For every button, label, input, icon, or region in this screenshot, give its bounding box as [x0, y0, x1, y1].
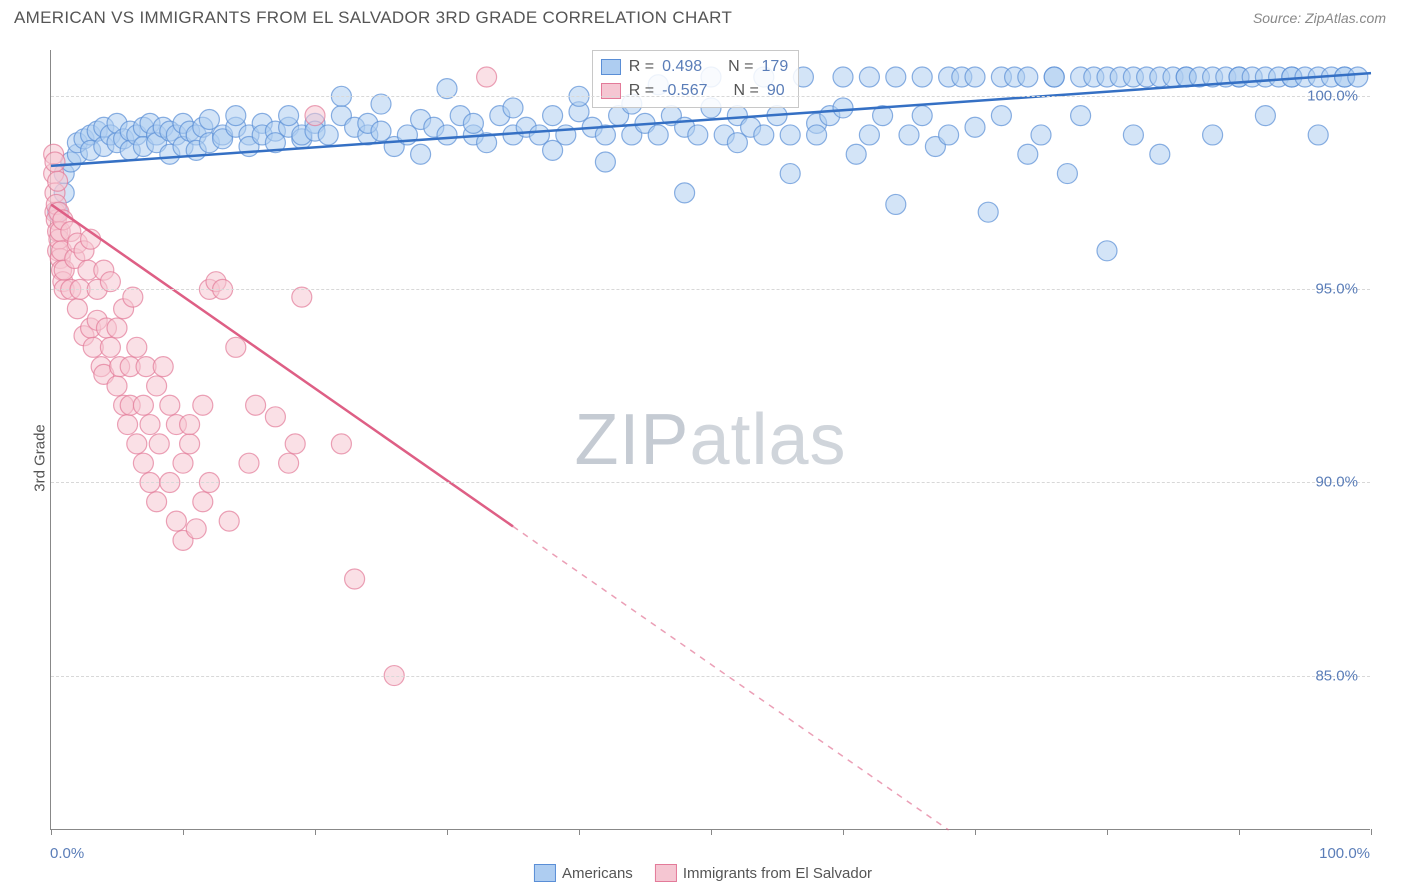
legend-swatch-americans — [534, 864, 556, 882]
stats-row-americans: R = 0.498 N = 179 — [601, 55, 788, 79]
stats-n-label-2: N = — [734, 79, 759, 103]
legend-item-americans: Americans — [534, 864, 633, 882]
stats-r-label-2: R = — [629, 79, 654, 103]
legend-item-immigrants: Immigrants from El Salvador — [655, 864, 872, 882]
legend-label-americans: Americans — [562, 865, 633, 882]
y-axis-label: 3rd Grade — [31, 424, 48, 492]
chart-header: AMERICAN VS IMMIGRANTS FROM EL SALVADOR … — [0, 0, 1406, 32]
legend-label-immigrants: Immigrants from El Salvador — [683, 865, 872, 882]
legend: Americans Immigrants from El Salvador — [534, 864, 872, 882]
y-tick-label: 85.0% — [1315, 667, 1358, 684]
stats-swatch-americans — [601, 59, 621, 75]
plot-area: ZIPatlas R = 0.498 N = 179 R = -0.567 N … — [50, 50, 1370, 830]
correlation-stats-box: R = 0.498 N = 179 R = -0.567 N = 90 — [592, 50, 799, 108]
y-tick-label: 100.0% — [1307, 88, 1358, 105]
x-axis-right-label: 100.0% — [1319, 845, 1370, 862]
y-tick-label: 95.0% — [1315, 281, 1358, 298]
stats-n-value-1: 179 — [762, 55, 789, 79]
chart-title: AMERICAN VS IMMIGRANTS FROM EL SALVADOR … — [14, 8, 732, 28]
stats-n-value-2: 90 — [767, 79, 785, 103]
legend-swatch-immigrants — [655, 864, 677, 882]
chart-container: 3rd Grade ZIPatlas R = 0.498 N = 179 R =… — [0, 32, 1406, 884]
stats-r-value-2: -0.567 — [662, 79, 707, 103]
source-label: Source: ZipAtlas.com — [1253, 10, 1386, 26]
stats-n-label: N = — [728, 55, 753, 79]
stats-row-immigrants: R = -0.567 N = 90 — [601, 79, 788, 103]
x-axis-left-label: 0.0% — [50, 845, 84, 862]
stats-r-value-1: 0.498 — [662, 55, 702, 79]
stats-r-label: R = — [629, 55, 654, 79]
y-tick-label: 90.0% — [1315, 474, 1358, 491]
